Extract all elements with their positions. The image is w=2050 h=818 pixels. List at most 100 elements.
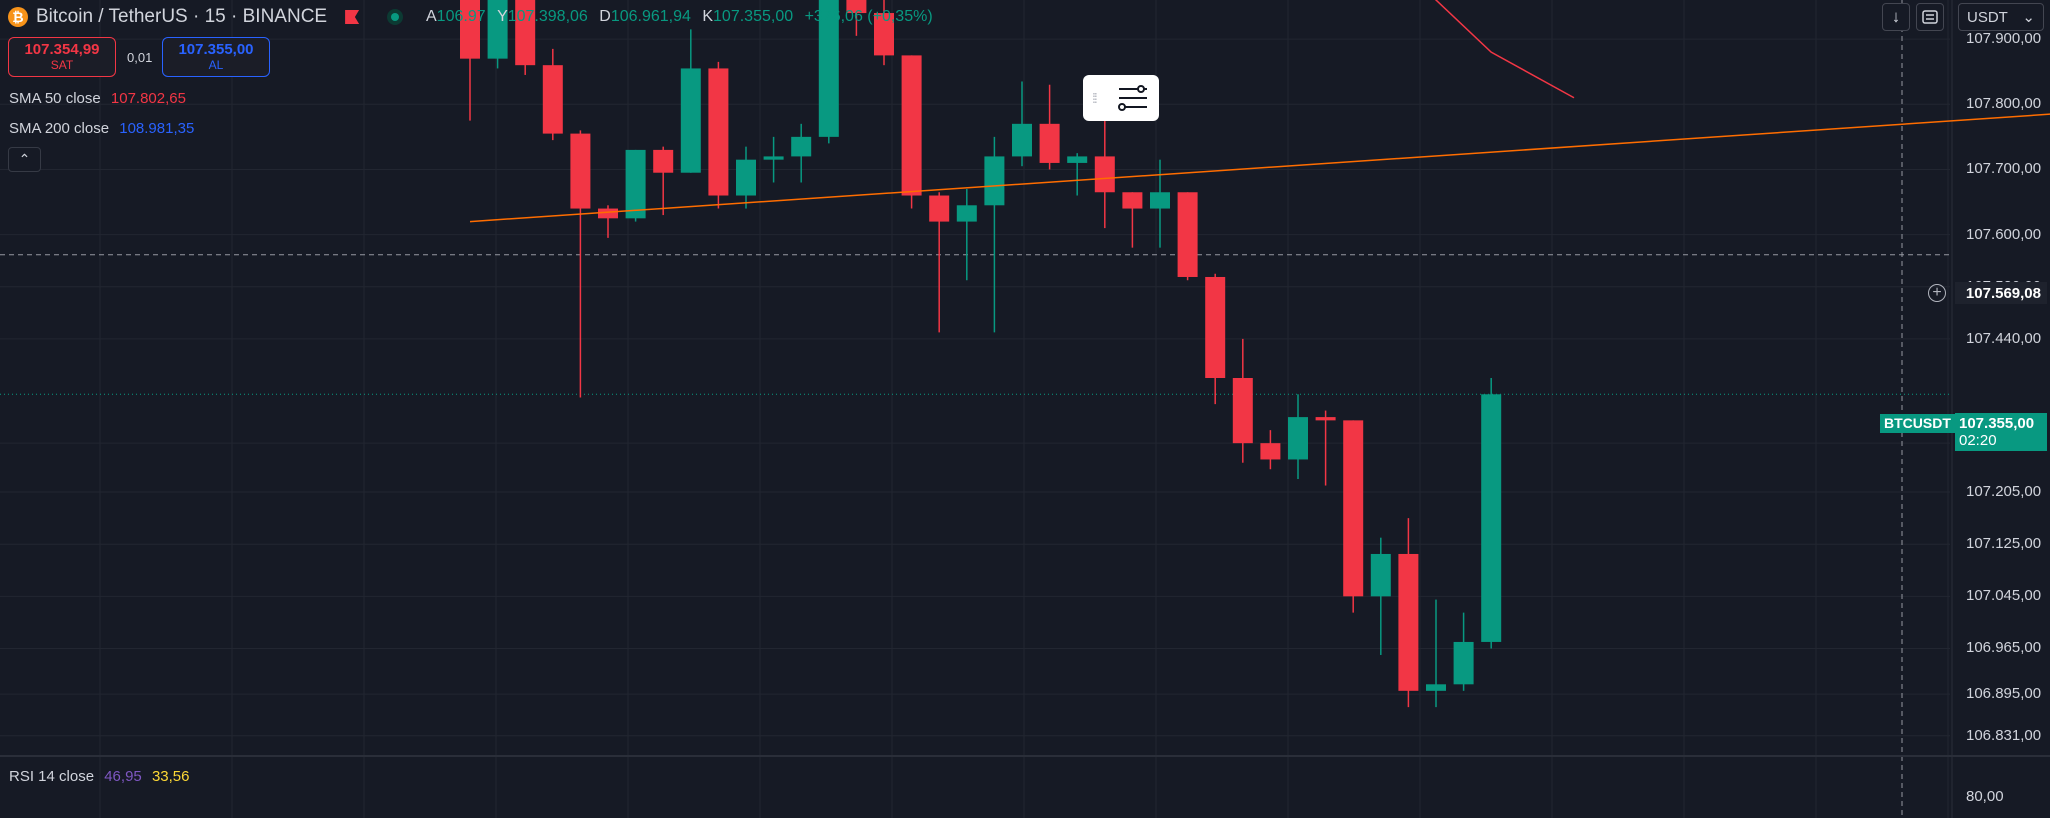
candle[interactable]	[818, 0, 839, 144]
candle[interactable]	[1453, 612, 1474, 691]
candle[interactable]	[1260, 430, 1281, 470]
rsi-label: RSI 14 close	[9, 768, 95, 785]
candle-body	[1426, 684, 1446, 691]
candle-body	[487, 0, 508, 59]
candle[interactable]	[1398, 518, 1419, 708]
candle-body	[680, 68, 701, 173]
candle[interactable]	[1370, 537, 1391, 655]
candle[interactable]	[846, 0, 867, 36]
candle[interactable]	[1205, 273, 1226, 405]
high-value: 107.398,06	[507, 8, 588, 25]
candlestick-series	[460, 0, 1502, 708]
collapse-legend-button[interactable]: ⌃	[8, 147, 41, 172]
candle[interactable]	[570, 130, 591, 398]
candle[interactable]	[1343, 420, 1364, 613]
candle-body	[570, 133, 591, 209]
price-scale-label: 107.900,00	[1966, 30, 2042, 48]
candle-body	[736, 159, 756, 196]
candle[interactable]	[1232, 338, 1253, 463]
candle[interactable]	[708, 61, 729, 209]
candle[interactable]	[487, 0, 508, 69]
floating-drawing-toolbar[interactable]: ⁞⁞	[1083, 75, 1159, 121]
candle[interactable]	[791, 123, 812, 183]
settings-sliders-icon[interactable]	[1116, 85, 1150, 111]
low-label: D	[599, 8, 611, 25]
bitcoin-logo-icon: ₿	[8, 7, 28, 27]
candle[interactable]	[542, 48, 563, 141]
change-value: +376,06 (+0,35%)	[804, 8, 933, 25]
candle-body	[874, 13, 894, 56]
close-value: 107.355,00	[713, 8, 794, 25]
buy-button[interactable]: 107.355,00 AL	[162, 37, 270, 77]
candle[interactable]	[984, 136, 1005, 333]
candle[interactable]	[1067, 153, 1088, 196]
indicator-sma50[interactable]: SMA 50 close 107.802,65	[9, 90, 186, 107]
add-alert-plus-icon[interactable]: +	[1928, 284, 1946, 302]
candle[interactable]	[1426, 599, 1446, 708]
candle[interactable]	[653, 146, 674, 216]
candle-body	[763, 156, 784, 160]
candle[interactable]	[901, 55, 922, 209]
candle-body	[1343, 420, 1364, 597]
candle[interactable]	[956, 189, 977, 281]
candle-body	[1453, 641, 1474, 685]
currency-select[interactable]: USDT ⌄	[1958, 3, 2044, 31]
indicator-value: 107.802,65	[110, 90, 186, 107]
candle[interactable]	[1288, 394, 1308, 480]
high-label: Y	[497, 8, 508, 25]
candle[interactable]	[1039, 84, 1060, 170]
last-price-tag: 107.355,00 02:20	[1955, 413, 2047, 451]
sma50-line[interactable]	[1408, 0, 1575, 99]
scroll-to-latest-button[interactable]: ↓	[1882, 3, 1910, 31]
sma200-line[interactable]	[469, 98, 2050, 223]
candle[interactable]	[1094, 110, 1115, 229]
candle-body	[791, 136, 812, 157]
candle-body	[1481, 394, 1502, 642]
candle-body	[1370, 553, 1391, 597]
auto-scale-button[interactable]	[1916, 3, 1944, 31]
candle[interactable]	[1481, 378, 1502, 649]
candle-body	[1067, 156, 1088, 163]
symbol-title[interactable]: Bitcoin / TetherUS · 15 · BINANCE	[36, 6, 328, 27]
chart-grid	[0, 0, 1950, 818]
arrow-down-icon: ↓	[1891, 7, 1901, 26]
candle[interactable]	[598, 205, 618, 238]
flag-icon[interactable]	[345, 10, 360, 24]
candle[interactable]	[1012, 81, 1032, 167]
candle[interactable]	[515, 0, 536, 75]
candle-body	[956, 205, 977, 222]
indicator-sma200[interactable]: SMA 200 close 108.981,35	[9, 120, 194, 137]
close-label: K	[702, 8, 714, 25]
currency-value: USDT	[1967, 8, 2008, 26]
price-scale-label: 107.600,00	[1966, 225, 2042, 243]
crosshair-price-tag: 107.569,08	[1955, 282, 2047, 304]
sell-price: 107.354,99	[24, 41, 100, 59]
rsi-value: 46,95	[104, 768, 142, 785]
candle[interactable]	[1315, 410, 1336, 486]
indicator-label: SMA 50 close	[9, 90, 101, 107]
candle[interactable]	[680, 29, 701, 173]
candle-body	[1150, 192, 1170, 209]
candle[interactable]	[460, 0, 480, 121]
chevron-down-icon: ⌄	[2022, 9, 2035, 26]
rsi-scale-label: 80,00	[1966, 788, 2004, 805]
candle[interactable]	[1122, 192, 1143, 248]
price-scale-label: 107.800,00	[1966, 95, 2042, 113]
candle-body	[1039, 123, 1060, 163]
rsi-legend[interactable]: RSI 14 close 46,95 33,56	[9, 768, 189, 785]
candle[interactable]	[874, 0, 894, 66]
price-scale-label: 107.700,00	[1966, 160, 2042, 178]
sell-button[interactable]: 107.354,99 SAT	[8, 37, 116, 77]
last-price-value: 107.355,00	[1959, 415, 2035, 432]
price-scale-label: 106.831,00	[1966, 726, 2042, 744]
candle[interactable]	[929, 192, 950, 333]
candle-body	[1122, 192, 1143, 209]
symbol-header[interactable]: ₿ Bitcoin / TetherUS · 15 · BINANCE	[8, 6, 404, 28]
candle[interactable]	[1177, 192, 1198, 281]
drag-handle-icon[interactable]: ⁞⁞	[1092, 90, 1098, 106]
open-label: A	[426, 8, 437, 25]
candle[interactable]	[763, 136, 784, 183]
price-scale-label: 107.440,00	[1966, 329, 2042, 347]
candle[interactable]	[736, 146, 756, 209]
